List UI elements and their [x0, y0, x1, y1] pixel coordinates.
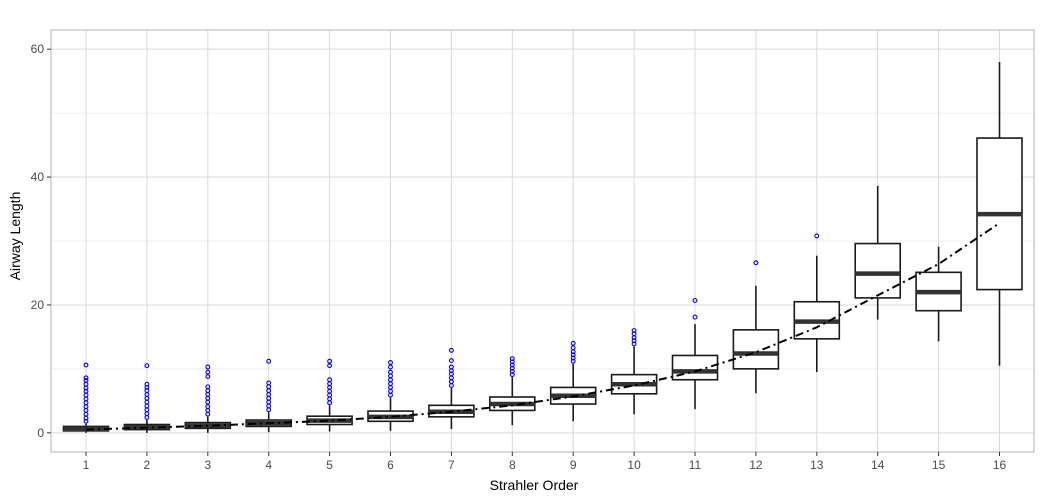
outlier-point — [509, 359, 515, 365]
outlier-point — [509, 362, 515, 368]
outlier-point — [83, 377, 89, 383]
box-16 — [976, 61, 1023, 366]
outlier-point — [448, 364, 454, 370]
box-1 — [62, 423, 110, 433]
outlier-point — [509, 365, 515, 371]
outlier-point — [509, 356, 515, 362]
y-tick-label: 40 — [31, 170, 45, 184]
panel-grid — [51, 30, 1034, 452]
outlier-point — [83, 388, 89, 394]
box-5 — [306, 405, 353, 432]
outlier-point — [509, 368, 515, 374]
outlier-point — [388, 369, 393, 375]
y-tick-label: 0 — [37, 426, 44, 440]
outlier-point — [692, 298, 698, 303]
trend-line — [85, 222, 1001, 431]
x-tick-label: 9 — [570, 458, 577, 472]
x-tick-label: 10 — [627, 458, 641, 472]
outlier-point — [83, 362, 89, 368]
x-tick-label: 11 — [689, 458, 702, 472]
outlier-point — [631, 341, 637, 347]
outlier-point — [570, 345, 576, 351]
x-tick-label: 6 — [387, 458, 394, 472]
outlier-point — [814, 233, 820, 239]
outlier-point — [205, 384, 211, 390]
box-13 — [793, 255, 841, 373]
x-tick-label: 12 — [749, 458, 763, 472]
outlier-point — [327, 363, 333, 369]
outlier-point — [388, 360, 393, 365]
y-tick-label: 20 — [31, 298, 45, 312]
outlier-point — [570, 358, 576, 364]
trend-line-group — [85, 222, 1001, 431]
outlier-point — [266, 380, 272, 386]
outlier-point — [448, 358, 454, 364]
outlier-point — [509, 372, 515, 378]
outlier-point — [144, 388, 150, 394]
x-tick-label: 13 — [810, 458, 824, 472]
x-tick-label: 5 — [326, 458, 333, 472]
outlier-point — [448, 371, 454, 377]
plot-boxes — [62, 61, 1023, 433]
y-tick-label: 60 — [31, 42, 45, 56]
outlier-point — [205, 374, 211, 380]
outlier-point — [388, 364, 393, 370]
outlier-point — [692, 314, 698, 320]
x-tick-label: 16 — [993, 458, 1007, 472]
outlier-point — [570, 340, 576, 346]
box-iqr — [732, 329, 780, 370]
outlier-point — [144, 384, 150, 390]
box-14 — [854, 186, 902, 320]
outlier-point — [266, 358, 272, 364]
box-11 — [671, 324, 719, 410]
x-tick-label: 3 — [204, 458, 211, 472]
outlier-point — [448, 347, 454, 353]
outlier-point — [144, 363, 150, 369]
outlier-point — [83, 375, 89, 381]
box-8 — [488, 377, 536, 426]
outlier-point — [631, 331, 637, 337]
outlier-point — [144, 381, 150, 387]
box-12 — [732, 285, 780, 394]
outlier-point — [205, 404, 211, 410]
box-15 — [915, 246, 962, 342]
x-axis: 1 2 3 4 5 6 7 8 9 10 11 12 13 14 15 16 — [83, 452, 1007, 472]
outlier-point — [631, 338, 637, 344]
box-iqr — [854, 242, 902, 299]
box-7 — [428, 388, 475, 429]
y-axis-title: Airway Length — [7, 192, 23, 281]
x-tick-label: 14 — [871, 458, 885, 472]
outlier-point — [570, 352, 576, 358]
outlier-points — [83, 233, 820, 424]
x-tick-label: 15 — [932, 458, 946, 472]
panel-border — [50, 29, 1035, 453]
outlier-point — [83, 418, 89, 424]
x-axis-title: Strahler Order — [490, 477, 579, 493]
outlier-point — [327, 358, 333, 364]
y-axis: 0 20 40 60 — [31, 42, 51, 440]
x-tick-label: 2 — [144, 458, 151, 472]
box-6 — [367, 397, 414, 431]
box-10 — [610, 346, 658, 415]
x-tick-label: 1 — [83, 458, 90, 472]
box-iqr — [671, 354, 719, 381]
outlier-point — [205, 369, 211, 375]
outlier-point — [570, 355, 576, 361]
x-tick-label: 7 — [448, 458, 455, 472]
outlier-point — [753, 260, 759, 266]
outlier-point — [327, 377, 333, 383]
outlier-point — [631, 328, 637, 333]
box-9 — [549, 363, 597, 422]
x-tick-label: 4 — [265, 458, 272, 472]
x-tick-label: 8 — [509, 458, 516, 472]
outlier-point — [205, 364, 211, 370]
